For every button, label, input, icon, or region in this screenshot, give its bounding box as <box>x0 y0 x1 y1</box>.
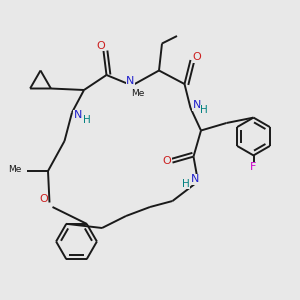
Text: H: H <box>182 179 190 189</box>
Text: F: F <box>250 162 257 172</box>
Text: H: H <box>200 105 208 116</box>
Text: H: H <box>82 115 90 125</box>
Text: N: N <box>74 110 82 121</box>
Text: N: N <box>193 100 201 110</box>
Text: N: N <box>191 174 199 184</box>
Text: O: O <box>96 41 105 51</box>
Text: Me: Me <box>8 165 22 174</box>
Text: Me: Me <box>131 88 145 98</box>
Text: O: O <box>39 194 48 205</box>
Text: O: O <box>163 156 172 166</box>
Text: N: N <box>126 76 135 86</box>
Text: O: O <box>193 52 202 62</box>
